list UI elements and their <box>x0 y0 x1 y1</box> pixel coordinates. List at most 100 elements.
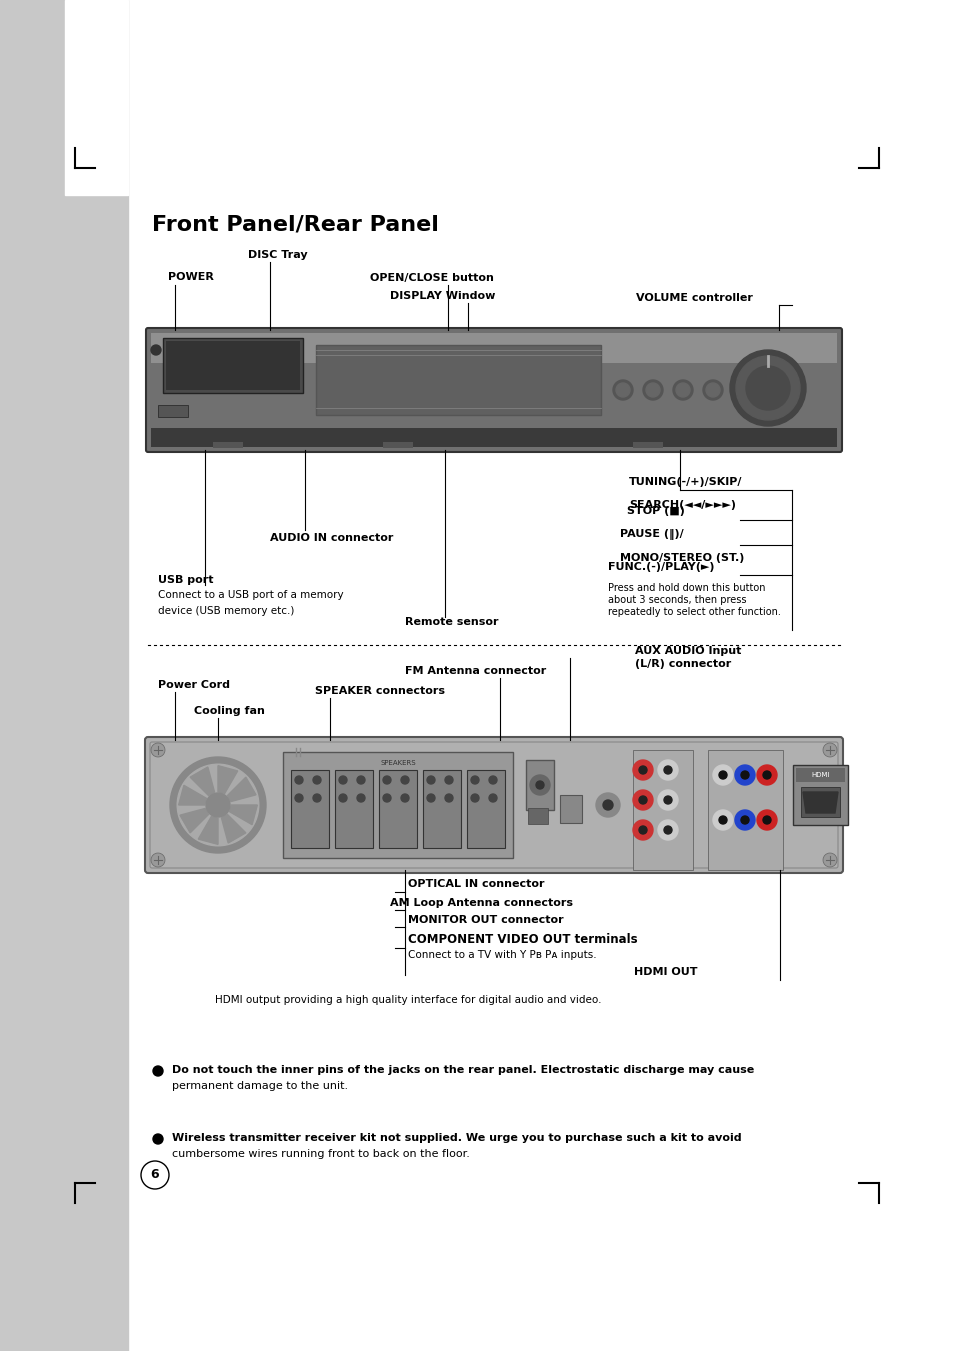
Circle shape <box>177 765 258 846</box>
Bar <box>382 442 413 449</box>
Circle shape <box>596 793 619 817</box>
Circle shape <box>633 820 652 840</box>
Bar <box>527 808 547 824</box>
Circle shape <box>735 357 800 420</box>
Circle shape <box>822 743 836 757</box>
Circle shape <box>757 811 776 830</box>
Text: repeatedly to select other function.: repeatedly to select other function. <box>607 607 781 617</box>
Bar <box>65 0 128 195</box>
Circle shape <box>444 794 453 802</box>
Text: AM Loop Antenna connectors: AM Loop Antenna connectors <box>390 898 573 908</box>
Circle shape <box>313 775 320 784</box>
Circle shape <box>616 382 629 397</box>
Circle shape <box>294 794 303 802</box>
Text: Wireless transmitter receiver kit not supplied. We urge you to purchase such a k: Wireless transmitter receiver kit not su… <box>172 1133 740 1143</box>
Polygon shape <box>180 808 209 832</box>
Circle shape <box>294 775 303 784</box>
Circle shape <box>530 775 550 794</box>
Circle shape <box>471 794 478 802</box>
Bar <box>422 770 460 848</box>
Bar <box>795 767 844 782</box>
Circle shape <box>338 775 347 784</box>
Circle shape <box>206 793 230 817</box>
Bar <box>467 770 504 848</box>
Circle shape <box>762 816 770 824</box>
Text: (L/R) connector: (L/R) connector <box>635 659 731 669</box>
Circle shape <box>536 781 543 789</box>
Text: SPEAKER connectors: SPEAKER connectors <box>314 686 444 696</box>
Polygon shape <box>190 767 214 796</box>
Polygon shape <box>198 816 218 844</box>
Text: MONITOR OUT connector: MONITOR OUT connector <box>408 915 563 925</box>
Text: PAUSE (‖)/: PAUSE (‖)/ <box>619 530 683 540</box>
Polygon shape <box>230 805 257 824</box>
Circle shape <box>712 765 732 785</box>
Text: DISPLAY Window: DISPLAY Window <box>390 290 495 301</box>
Text: Power Cord: Power Cord <box>158 680 230 690</box>
Circle shape <box>719 816 726 824</box>
Circle shape <box>382 794 391 802</box>
Text: HDMI OUT: HDMI OUT <box>634 967 697 977</box>
Text: COMPONENT VIDEO OUT terminals: COMPONENT VIDEO OUT terminals <box>408 934 637 946</box>
Bar <box>166 340 299 390</box>
Circle shape <box>712 811 732 830</box>
Circle shape <box>427 775 435 784</box>
Text: MONO/STEREO (ST.): MONO/STEREO (ST.) <box>619 553 743 563</box>
Bar <box>559 794 581 823</box>
Text: SEARCH(◄◄/►►►): SEARCH(◄◄/►►►) <box>628 500 735 509</box>
Text: DISC Tray: DISC Tray <box>248 250 307 259</box>
Text: Do not touch the inner pins of the jacks on the rear panel. Electrostatic discha: Do not touch the inner pins of the jacks… <box>172 1065 754 1075</box>
Circle shape <box>734 765 754 785</box>
Circle shape <box>152 1133 163 1144</box>
Bar <box>291 770 329 848</box>
Circle shape <box>822 852 836 867</box>
Text: 6: 6 <box>151 1169 159 1182</box>
Circle shape <box>471 775 478 784</box>
Text: about 3 seconds, then press: about 3 seconds, then press <box>607 594 745 605</box>
Circle shape <box>151 345 161 355</box>
Circle shape <box>757 765 776 785</box>
Bar <box>283 753 513 858</box>
Circle shape <box>658 761 678 780</box>
Bar <box>158 405 188 417</box>
FancyBboxPatch shape <box>146 328 841 453</box>
Circle shape <box>338 794 347 802</box>
Circle shape <box>639 796 646 804</box>
Bar <box>315 345 600 415</box>
Text: USB port: USB port <box>158 576 213 585</box>
Polygon shape <box>802 792 837 813</box>
Circle shape <box>151 852 165 867</box>
Circle shape <box>740 816 748 824</box>
Polygon shape <box>178 785 206 805</box>
Circle shape <box>719 771 726 780</box>
Circle shape <box>639 825 646 834</box>
Text: device (USB memory etc.): device (USB memory etc.) <box>158 607 294 616</box>
Text: Cooling fan: Cooling fan <box>193 707 265 716</box>
Text: OPEN/CLOSE button: OPEN/CLOSE button <box>370 273 494 282</box>
Text: HDMI output providing a high quality interface for digital audio and video.: HDMI output providing a high quality int… <box>214 994 601 1005</box>
Circle shape <box>400 775 409 784</box>
Circle shape <box>645 382 659 397</box>
Circle shape <box>663 796 671 804</box>
Text: HDMI: HDMI <box>810 771 829 778</box>
Circle shape <box>152 1066 163 1075</box>
Text: POWER: POWER <box>168 272 213 282</box>
Bar <box>633 750 692 870</box>
Bar <box>801 788 840 817</box>
Text: OPTICAL IN connector: OPTICAL IN connector <box>408 880 544 889</box>
Circle shape <box>400 794 409 802</box>
Circle shape <box>705 382 720 397</box>
Circle shape <box>658 790 678 811</box>
Text: TUNING(-/+)/SKIP/: TUNING(-/+)/SKIP/ <box>628 477 741 486</box>
Polygon shape <box>221 815 246 843</box>
Circle shape <box>489 794 497 802</box>
Text: cumbersome wires running front to back on the floor.: cumbersome wires running front to back o… <box>172 1148 470 1159</box>
Bar <box>151 332 836 363</box>
Text: STOP (■): STOP (■) <box>626 507 684 516</box>
Bar <box>707 750 782 870</box>
Text: Connect to a USB port of a memory: Connect to a USB port of a memory <box>158 590 343 600</box>
Circle shape <box>313 794 320 802</box>
Circle shape <box>658 820 678 840</box>
Bar <box>151 428 836 447</box>
Circle shape <box>663 825 671 834</box>
